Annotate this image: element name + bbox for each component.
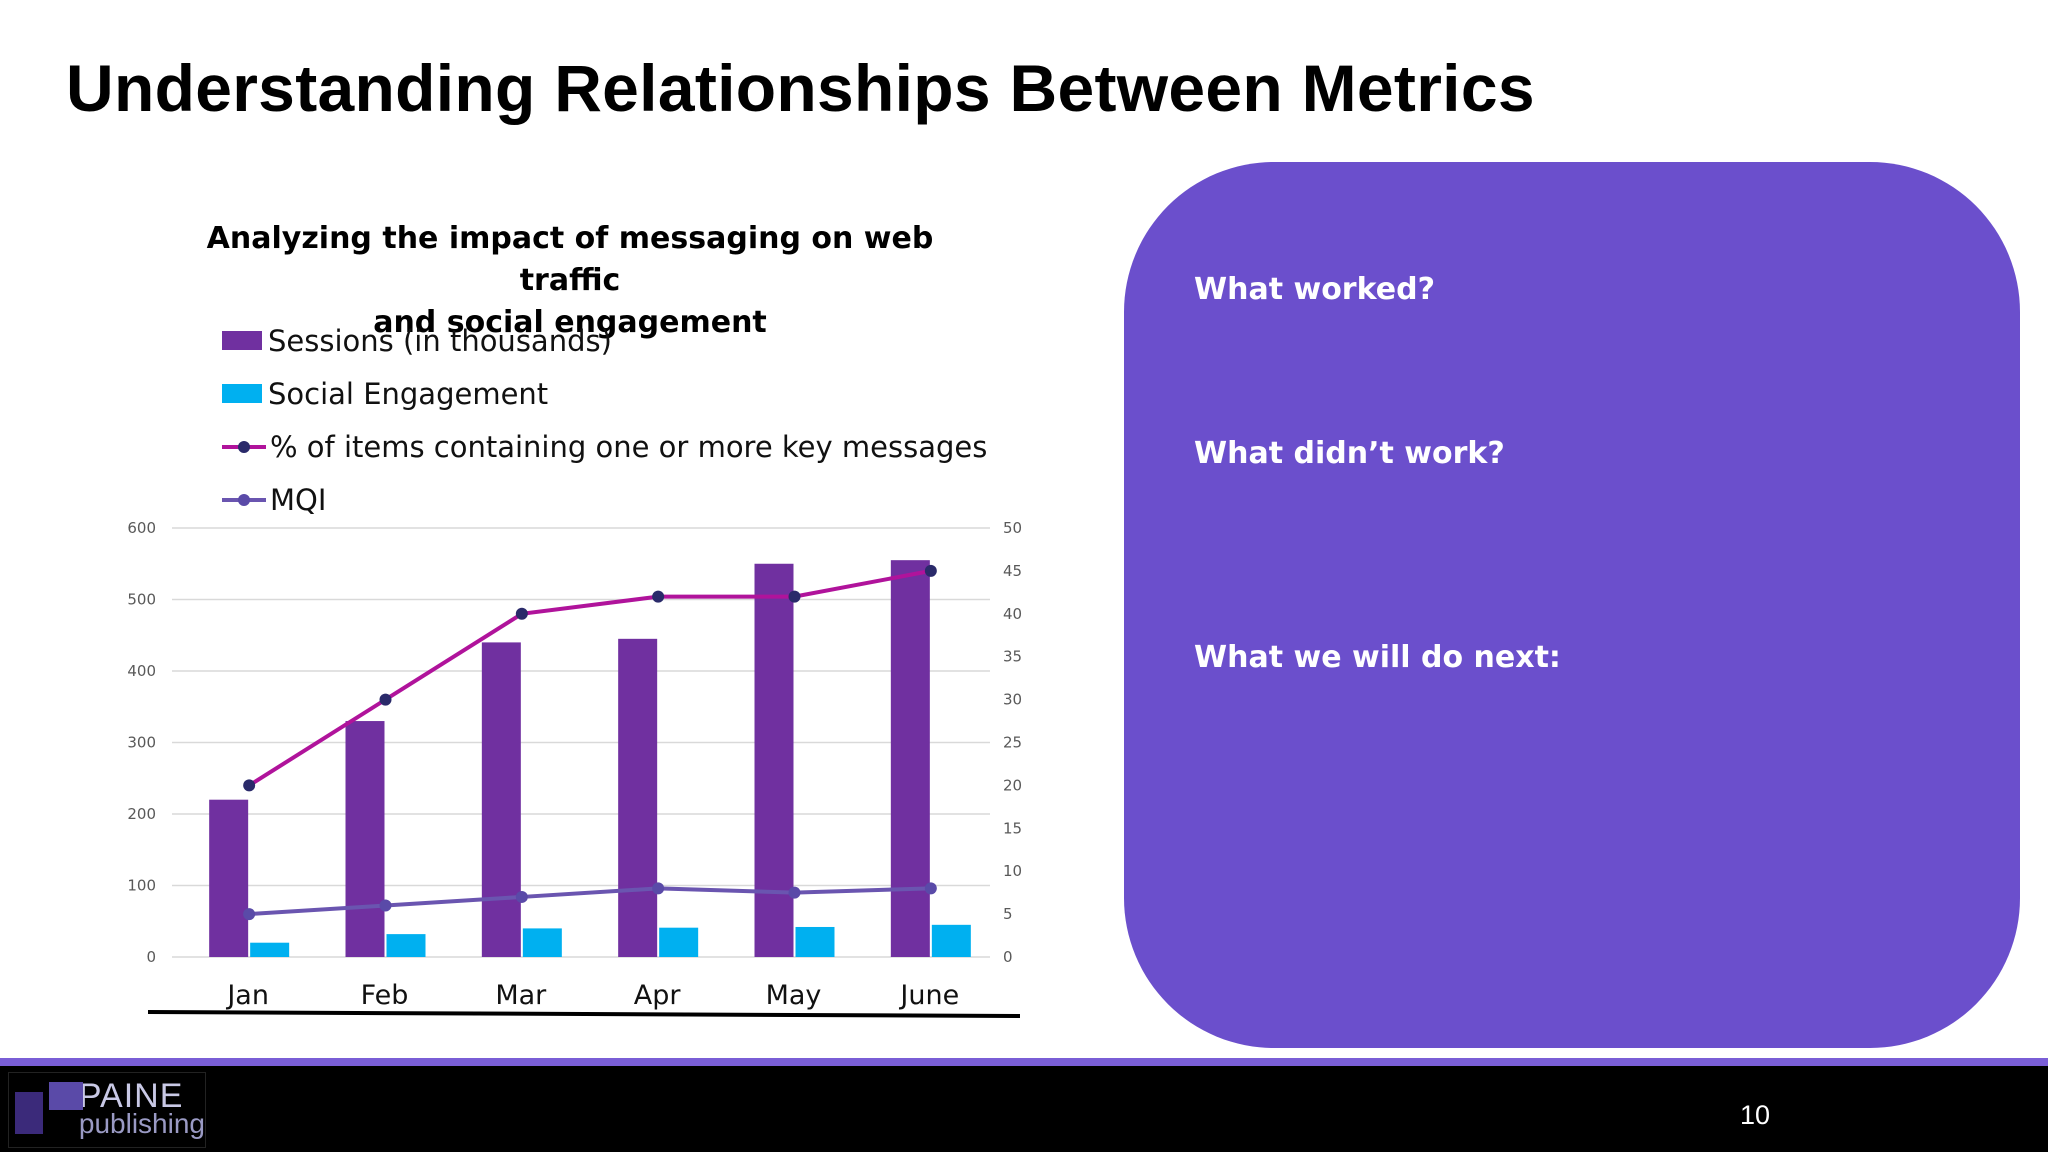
legend-label-social: Social Engagement: [268, 376, 549, 411]
y-left-tick-label: 600: [127, 519, 156, 537]
y-right-tick-label: 30: [1003, 691, 1022, 709]
bar-social-engagement: [522, 928, 562, 957]
legend-label-sessions: Sessions (in thousands): [268, 323, 612, 358]
chart-title-line-1: Analyzing the impact of messaging on web…: [206, 221, 934, 298]
y-left-tick-label: 400: [127, 662, 156, 680]
point-key-messages: [515, 607, 528, 620]
what-next-heading: What we will do next:: [1194, 640, 1561, 675]
point-mqi: [924, 882, 937, 895]
bar-sessions: [890, 560, 930, 957]
paine-publishing-logo: PAINE publishing: [8, 1072, 206, 1148]
y-right-tick-label: 10: [1003, 862, 1022, 880]
chart-legend: Sessions (in thousands) Social Engagemen…: [222, 314, 987, 526]
bar-social-engagement: [795, 926, 835, 957]
y-left-tick-label: 200: [127, 805, 156, 823]
logo-text-publishing: publishing: [78, 1108, 205, 1139]
point-mqi: [515, 890, 528, 903]
legend-label-key-messages: % of items containing one or more key me…: [270, 429, 988, 464]
line-key-messages: [248, 568, 932, 788]
point-key-messages: [652, 590, 665, 603]
legend-swatch-sessions: [222, 331, 262, 350]
y-right-tick-label: 20: [1003, 776, 1022, 794]
legend-item-social: Social Engagement: [222, 367, 987, 420]
line-mqi: [249, 886, 931, 917]
point-mqi: [788, 886, 801, 899]
combo-chart: 0 100 200 300 400 500 600 0 5 10 15 20 25 30 35 40 45 50 J…: [127, 519, 1022, 1018]
point-mqi: [243, 908, 256, 921]
bar-sessions: [481, 642, 521, 957]
point-key-messages: [924, 564, 937, 577]
y-right-tick-label: 40: [1003, 605, 1022, 623]
chart-title-line-2: and social engagement: [373, 305, 767, 340]
y-right-tick-label: 50: [1003, 519, 1022, 537]
legend-line-key-messages: [222, 440, 266, 453]
bar-sessions: [754, 563, 794, 957]
legend-line-mqi: [222, 493, 266, 506]
legend-swatch-social: [222, 384, 262, 403]
y-left-tick-label: 500: [127, 591, 156, 609]
x-tick-label: May: [766, 980, 822, 1011]
x-tick-label: Mar: [495, 980, 547, 1011]
point-key-messages: [243, 779, 256, 792]
y-left-tick-label: 100: [127, 877, 156, 895]
y-right-tick-label: 5: [1003, 905, 1013, 923]
y-right-tick-label: 0: [1003, 948, 1013, 966]
legend-item-sessions: Sessions (in thousands): [222, 314, 987, 367]
bar-sessions: [345, 721, 385, 957]
point-mqi: [379, 899, 392, 912]
y-left-tick-label: 300: [127, 734, 156, 752]
bar-social-engagement: [931, 924, 971, 957]
legend-item-mqi: MQI: [222, 473, 987, 526]
slide-title: Understanding Relationships Between Metr…: [66, 51, 1535, 125]
bar-sessions: [618, 638, 658, 957]
what-worked-heading: What worked?: [1194, 272, 1435, 307]
y-right-tick-label: 25: [1003, 734, 1022, 752]
logo-mark-icon: [15, 1082, 83, 1138]
bar-social-engagement: [250, 942, 290, 957]
x-tick-label: Apr: [634, 980, 682, 1011]
reflection-panel: What worked? What didn’t work? What we w…: [1124, 162, 2020, 1048]
point-key-messages: [788, 590, 801, 603]
point-key-messages: [379, 693, 392, 706]
bar-social-engagement: [659, 927, 699, 957]
chart-title: Analyzing the impact of messaging on web…: [160, 218, 980, 344]
legend-item-key-messages: % of items containing one or more key me…: [222, 420, 987, 473]
bar-sessions: [209, 799, 249, 957]
what-didnt-work-heading: What didn’t work?: [1194, 436, 1505, 471]
y-right-tick-label: 15: [1003, 819, 1022, 837]
y-left-tick-label: 0: [146, 948, 156, 966]
x-axis-underline: [147, 1010, 1021, 1018]
y-right-tick-label: 45: [1003, 562, 1022, 580]
logo-text-paine: PAINE: [78, 1077, 184, 1115]
footer-bar: [0, 1066, 2048, 1152]
page-number: 10: [1740, 1100, 1771, 1130]
x-tick-label: June: [898, 980, 959, 1011]
point-mqi: [652, 882, 665, 895]
footer-stripe: [0, 1058, 2048, 1066]
x-tick-label: Feb: [361, 980, 409, 1011]
legend-label-mqi: MQI: [270, 482, 327, 517]
y-right-tick-label: 35: [1003, 648, 1022, 666]
x-tick-label: Jan: [225, 980, 269, 1011]
bar-social-engagement: [386, 934, 426, 957]
